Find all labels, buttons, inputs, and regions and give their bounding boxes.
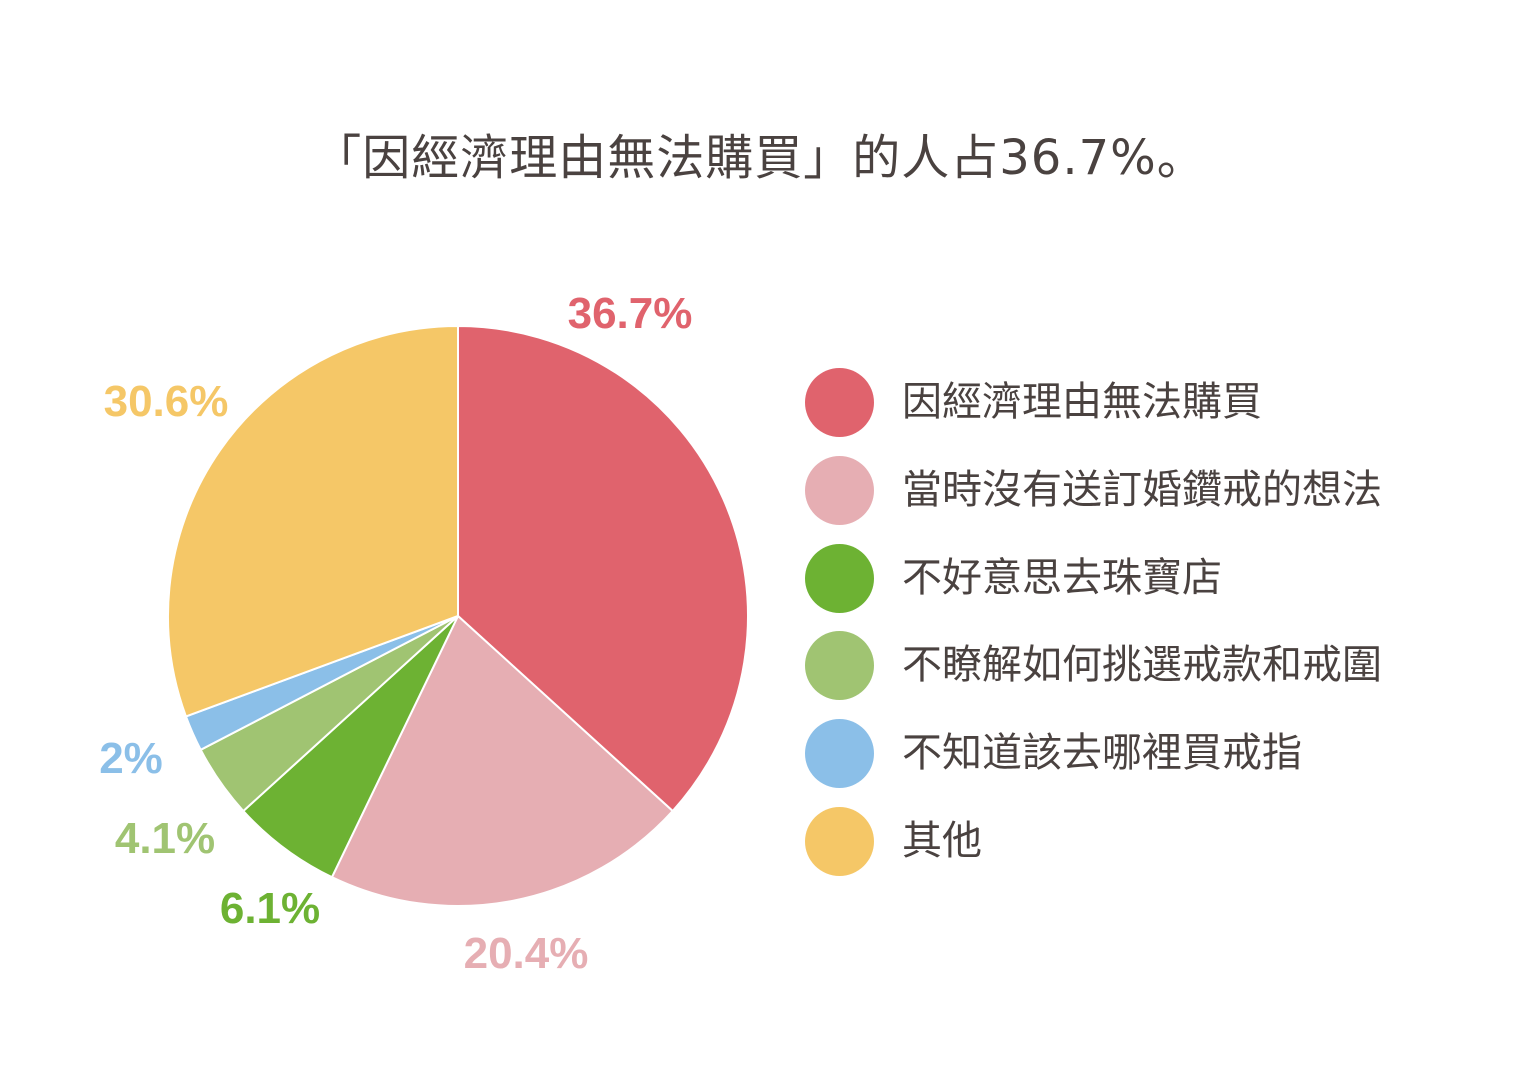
legend-item: 其他	[805, 807, 1505, 877]
legend-swatch	[805, 631, 874, 700]
slice-value-label: 30.6%	[104, 377, 229, 426]
legend-swatch	[805, 807, 874, 876]
legend-item: 因經濟理由無法購買	[805, 368, 1505, 438]
slice-value-label: 20.4%	[464, 929, 589, 978]
chart-title: 「因經濟理由無法購買」的人占36.7%。	[313, 130, 1206, 186]
legend-item: 不好意思去珠寶店	[805, 544, 1505, 614]
legend-item: 不瞭解如何挑選戒款和戒圍	[805, 631, 1505, 701]
legend-label: 不好意思去珠寶店	[902, 555, 1222, 601]
pie-slice	[167, 324, 459, 718]
slice-value-label: 6.1%	[220, 884, 320, 933]
legend-item: 當時沒有送訂婚鑽戒的想法	[805, 456, 1505, 526]
legend-swatch	[805, 544, 874, 613]
legend-label: 其他	[902, 818, 982, 864]
legend-swatch	[805, 719, 874, 788]
pie-value-labels: 36.7% 20.4% 6.1%4.1% 2% 30.6%	[99, 289, 692, 978]
legend-label: 不知道該去哪裡買戒指	[902, 730, 1302, 776]
legend-swatch	[805, 456, 874, 525]
legend-item: 不知道該去哪裡買戒指	[805, 719, 1505, 789]
legend-label: 當時沒有送訂婚鑽戒的想法	[902, 467, 1382, 513]
pie-slices	[167, 324, 749, 907]
slice-value-label: 36.7%	[568, 289, 693, 338]
legend-label: 因經濟理由無法購買	[902, 379, 1262, 425]
legend-label: 不瞭解如何挑選戒款和戒圍	[902, 642, 1382, 688]
pie-slice	[330, 614, 675, 907]
slice-value-label: 2%	[99, 734, 163, 783]
legend-swatch	[805, 368, 874, 437]
slice-value-label: 4.1%	[115, 814, 215, 863]
pie-slice	[457, 324, 749, 813]
